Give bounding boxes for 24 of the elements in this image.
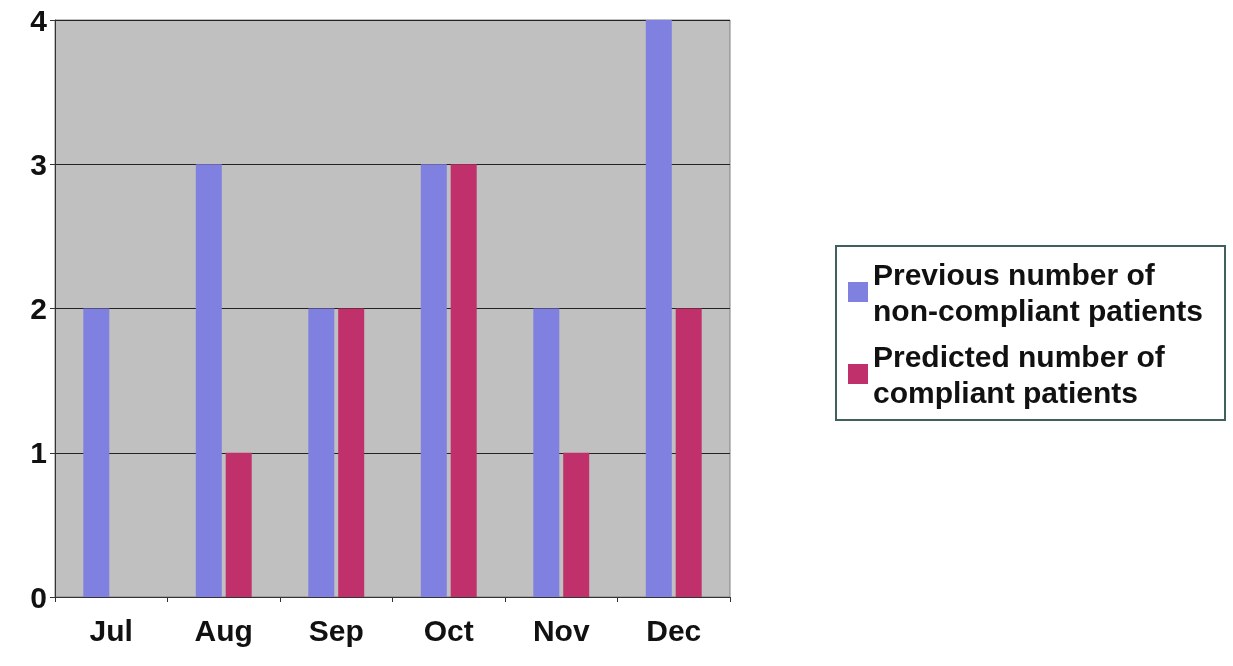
legend-label: Previous number of non-compliant patients	[873, 257, 1203, 327]
bar	[195, 164, 222, 597]
bar	[563, 452, 590, 597]
y-tick-label: 0	[30, 580, 47, 614]
bar	[420, 164, 447, 597]
x-tick-label: Oct	[423, 613, 474, 647]
bar	[225, 452, 252, 597]
x-tick-label: Jul	[89, 613, 133, 647]
y-tick-label: 2	[30, 292, 47, 325]
y-tick-label: 4	[30, 3, 48, 37]
y-tick-label: 3	[30, 147, 47, 181]
bar	[645, 20, 672, 597]
x-tick-label: Dec	[646, 613, 702, 647]
bar	[338, 308, 365, 597]
x-tick-label: Aug	[194, 613, 253, 647]
bar	[83, 308, 110, 597]
x-tick-label: Nov	[532, 613, 590, 647]
y-tick-label: 1	[30, 436, 47, 470]
bar	[450, 164, 477, 597]
bar	[533, 308, 560, 597]
legend-label: Predicted number of compliant patients	[873, 339, 1174, 409]
bar	[308, 308, 335, 597]
bar	[675, 308, 702, 597]
x-tick-label: Sep	[308, 613, 364, 647]
